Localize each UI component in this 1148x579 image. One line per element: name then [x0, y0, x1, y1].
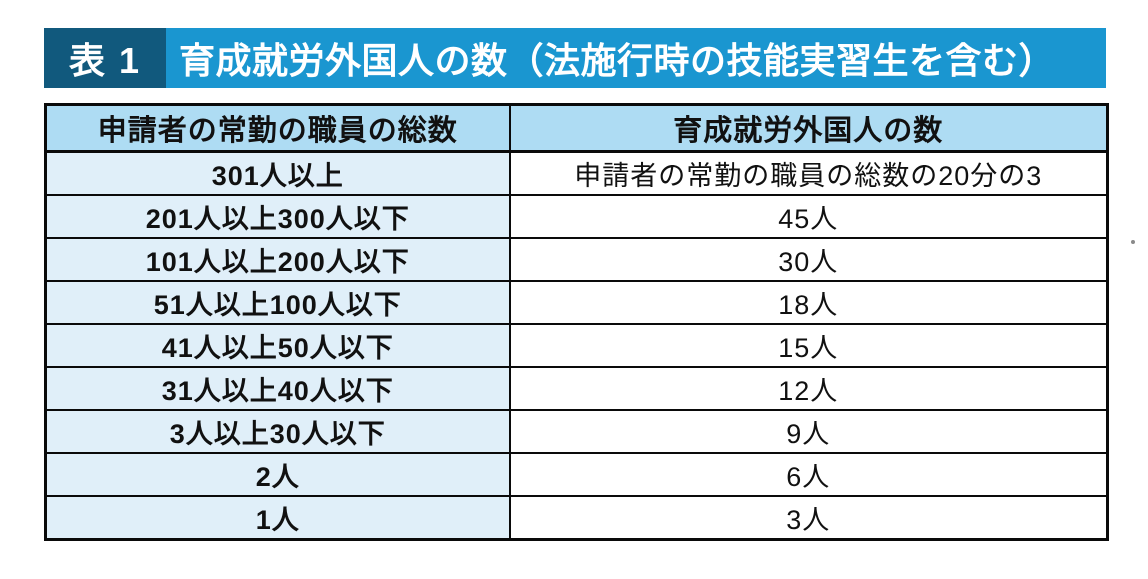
scan-artifact-dot [1131, 240, 1135, 244]
table-row: 1人 3人 [44, 495, 1109, 541]
staff-total-cell: 2人 [44, 452, 511, 497]
table-row: 31人以上40人以下 12人 [44, 366, 1109, 411]
staff-total-cell: 31人以上40人以下 [44, 366, 511, 411]
staff-total-cell: 1人 [44, 495, 511, 541]
foreign-worker-quota-table: 申請者の常勤の職員の総数 育成就労外国人の数 301人以上 申請者の常勤の職員の総… [44, 103, 1109, 541]
table-row: 3人以上30人以下 9人 [44, 409, 1109, 454]
worker-count-cell: 6人 [508, 452, 1109, 497]
worker-count-cell: 18人 [508, 280, 1109, 325]
worker-count-cell: 申請者の常勤の職員の総数の20分の3 [508, 150, 1109, 196]
table-row: 2人 6人 [44, 452, 1109, 497]
table-body: 301人以上 申請者の常勤の職員の総数の20分の3 201人以上300人以下 45人 1… [44, 150, 1109, 541]
worker-count-cell: 15人 [508, 323, 1109, 368]
worker-count-cell: 45人 [508, 194, 1109, 239]
staff-total-cell: 201人以上300人以下 [44, 194, 511, 239]
worker-count-cell: 9人 [508, 409, 1109, 454]
table-row: 301人以上 申請者の常勤の職員の総数の20分の3 [44, 150, 1109, 196]
table-row: 201人以上300人以下 45人 [44, 194, 1109, 239]
header-worker-count: 育成就労外国人の数 [508, 103, 1109, 153]
staff-total-cell: 301人以上 [44, 150, 511, 196]
table-title: 育成就労外国人の数（法施行時の技能実習生を含む） [166, 28, 1106, 88]
staff-total-cell: 101人以上200人以下 [44, 237, 511, 282]
worker-count-cell: 12人 [508, 366, 1109, 411]
header-row: 申請者の常勤の職員の総数 育成就労外国人の数 [44, 103, 1109, 153]
header-staff-total: 申請者の常勤の職員の総数 [44, 103, 511, 153]
table-number-tag: 表 1 [44, 28, 166, 88]
worker-count-cell: 3人 [508, 495, 1109, 541]
table-row: 41人以上50人以下 15人 [44, 323, 1109, 368]
staff-total-cell: 41人以上50人以下 [44, 323, 511, 368]
staff-total-cell: 3人以上30人以下 [44, 409, 511, 454]
table-row: 101人以上200人以下 30人 [44, 237, 1109, 282]
table-title-bar: 表 1 育成就労外国人の数（法施行時の技能実習生を含む） [44, 28, 1106, 88]
table-row: 51人以上100人以下 18人 [44, 280, 1109, 325]
staff-total-cell: 51人以上100人以下 [44, 280, 511, 325]
worker-count-cell: 30人 [508, 237, 1109, 282]
